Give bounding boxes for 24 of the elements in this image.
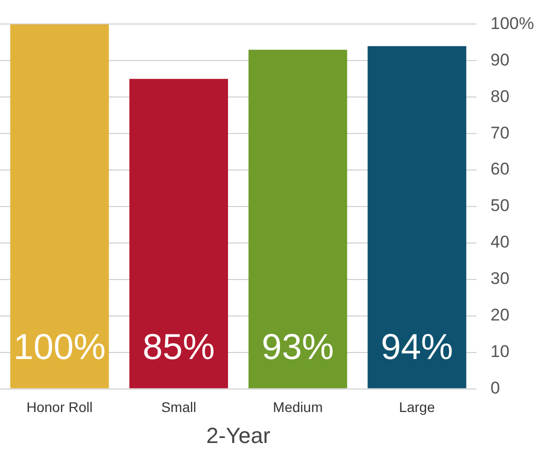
x-axis-title: 2-Year [206,422,270,448]
y-tick-label: 60 [490,160,510,179]
y-tick-label: 20 [490,306,510,325]
y-tick-label: 10 [490,342,510,362]
data-label: 93% [262,326,334,367]
x-tick-label: Honor Roll [26,399,93,416]
y-tick-label: 0 [490,378,500,398]
y-tick-label: 70 [490,123,510,142]
data-label: 100% [14,326,106,367]
bar [248,50,348,388]
x-tick-label: Large [399,399,436,416]
data-label: 94% [380,326,453,367]
bar [368,46,466,388]
data-label: 85% [142,326,215,367]
bar [10,24,109,388]
bar [129,78,228,388]
x-tick-label: Medium [272,399,323,416]
y-tick-label: 40 [490,232,510,252]
x-tick-label: Small [161,399,196,416]
y-tick-label: 30 [490,269,510,288]
y-tick-label: 80 [490,86,510,106]
y-tick-label: 50 [490,196,510,216]
y-tick-label: 90 [490,50,510,70]
y-tick-label: 100% [490,14,534,33]
